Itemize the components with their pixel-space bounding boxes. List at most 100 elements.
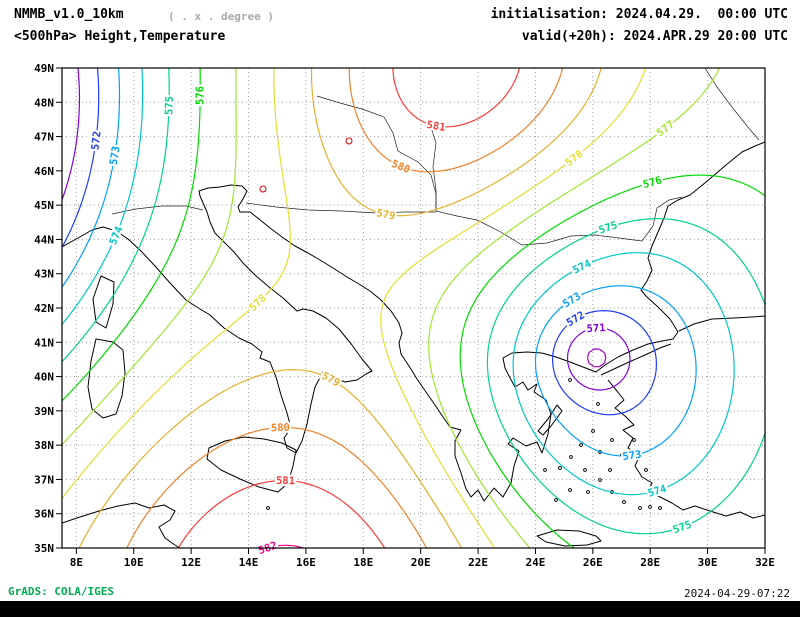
x-tick-label: 10E xyxy=(124,556,144,569)
render-timestamp: 2024-04-29-07:22 xyxy=(684,587,790,600)
svg-text:573: 573 xyxy=(561,290,583,310)
x-tick-label: 16E xyxy=(296,556,316,569)
x-tick-label: 12E xyxy=(181,556,201,569)
graticule xyxy=(62,68,765,548)
svg-text:580: 580 xyxy=(271,422,290,435)
svg-text:581: 581 xyxy=(276,475,295,487)
y-tick-label: 39N xyxy=(34,405,54,418)
y-tick-label: 46N xyxy=(34,165,54,178)
svg-text:576: 576 xyxy=(642,174,664,191)
contour-576 xyxy=(62,68,765,548)
x-tick-label: 20E xyxy=(411,556,431,569)
y-tick-label: 36N xyxy=(34,508,54,521)
y-tick-label: 49N xyxy=(34,62,54,75)
svg-text:579: 579 xyxy=(375,207,396,222)
svg-text:581: 581 xyxy=(426,119,447,134)
y-tick-label: 48N xyxy=(34,96,54,109)
svg-text:572: 572 xyxy=(565,309,587,329)
contour-570 xyxy=(586,348,607,368)
grads-credit: GrADS: COLA/IGES xyxy=(8,585,114,598)
contour-573 xyxy=(62,68,697,457)
x-tick-label: 32E xyxy=(755,556,775,569)
red-marks xyxy=(259,137,353,193)
contour-578 xyxy=(62,68,646,548)
svg-text:576: 576 xyxy=(195,86,207,105)
y-tick-label: 44N xyxy=(34,233,54,246)
svg-text:579: 579 xyxy=(319,370,341,390)
bottom-bar xyxy=(0,601,800,617)
coastlines xyxy=(62,141,765,548)
x-tick-label: 24E xyxy=(526,556,546,569)
svg-text:574: 574 xyxy=(571,258,593,277)
contour-575 xyxy=(62,68,765,535)
islands xyxy=(266,378,662,510)
field-title: <500hPa> Height,Temperature xyxy=(14,29,226,44)
x-tick-label: 30E xyxy=(698,556,718,569)
svg-text:580: 580 xyxy=(271,422,290,435)
svg-text:574: 574 xyxy=(107,225,125,247)
initialisation-time: initialisation: 2024.04.29. 00:00 UTC xyxy=(490,7,788,22)
svg-text:581: 581 xyxy=(426,119,447,134)
axis-labels: 8E 10E 12E 14E 16E 18E 20E 22E 24E 26E 28E 30E 32E 35… xyxy=(34,62,775,569)
svg-text:576: 576 xyxy=(195,86,207,105)
x-tick-label: 26E xyxy=(583,556,603,569)
contour-579 xyxy=(78,68,602,548)
svg-text:572: 572 xyxy=(89,130,103,150)
x-tick-label: 22E xyxy=(468,556,488,569)
contour-labels: 5725725735735745745755755765765785785795… xyxy=(87,84,695,559)
y-tick-label: 41N xyxy=(34,336,54,349)
x-tick-label: 8E xyxy=(70,556,83,569)
svg-text:575: 575 xyxy=(163,96,176,115)
y-tick-label: 47N xyxy=(34,131,54,144)
svg-text:575: 575 xyxy=(163,96,176,115)
contour-574 xyxy=(62,68,735,496)
y-tick-label: 37N xyxy=(34,473,54,486)
contour-577 xyxy=(62,68,721,548)
svg-text:573: 573 xyxy=(108,145,123,166)
svg-text:575: 575 xyxy=(597,219,619,237)
x-tick-label: 14E xyxy=(239,556,259,569)
contour-571 xyxy=(62,68,631,391)
svg-text:571: 571 xyxy=(586,322,606,335)
resolution-note: ( . x . degree ) xyxy=(168,10,274,23)
svg-text:572: 572 xyxy=(89,130,103,150)
model-name: NMMB_v1.0_10km xyxy=(14,7,124,22)
y-tick-label: 45N xyxy=(34,199,54,212)
svg-text:573: 573 xyxy=(622,449,642,464)
svg-text:571: 571 xyxy=(586,322,606,335)
contour-572 xyxy=(62,68,657,416)
y-tick-label: 35N xyxy=(34,542,54,555)
y-tick-label: 43N xyxy=(34,268,54,281)
x-tick-label: 18E xyxy=(353,556,373,569)
svg-text:573: 573 xyxy=(622,449,642,464)
svg-text:579: 579 xyxy=(375,207,396,222)
svg-text:574: 574 xyxy=(646,483,668,500)
x-tick-label: 28E xyxy=(640,556,660,569)
contour-581 xyxy=(177,68,521,548)
y-tick-label: 38N xyxy=(34,439,54,452)
y-tick-label: 40N xyxy=(34,371,54,384)
contour-580 xyxy=(126,68,564,548)
